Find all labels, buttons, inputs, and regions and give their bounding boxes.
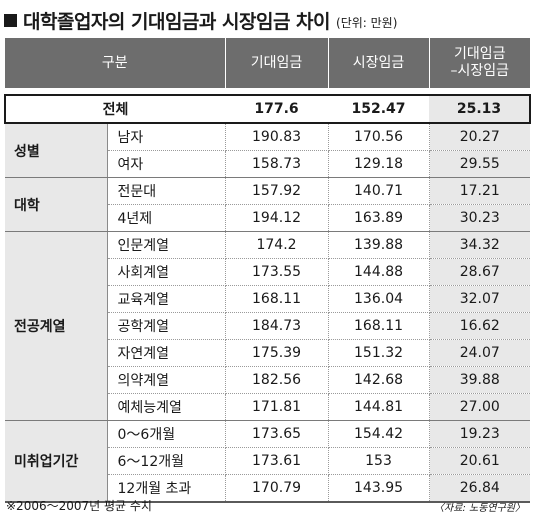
row-label: 공학계열 (107, 312, 226, 340)
wage-gap-cell: 39.88 (429, 366, 531, 394)
total-diff: 25.13 (429, 94, 532, 124)
total-row: 전체 177.6 152.47 25.13 (3, 94, 532, 124)
wage-gap-cell: 19.23 (429, 420, 531, 448)
total-market: 152.47 (328, 94, 430, 124)
row-label: 여자 (107, 150, 226, 178)
spacer-row (5, 88, 531, 95)
wage-table: 구분 기대임금 시장임금 기대임금 –시장임금 전체 177.6 152.47 … (3, 38, 532, 503)
table-row: 공학계열 184.73 168.11 16.62 (5, 312, 531, 340)
groups-body: 성별 남자 190.83 170.56 20.27 여자 158.73 129.18 29.55… (5, 123, 531, 503)
expected-wage-cell: 175.39 (225, 339, 329, 367)
table-row: 성별 남자 190.83 170.56 20.27 (5, 123, 531, 178)
source-note: 〈자료: 노동연구원〉 (434, 503, 525, 514)
group-label: 미취업기간 (5, 420, 108, 503)
expected-wage-cell: 157.92 (225, 177, 329, 205)
table-row: 미취업기간 0～6개월 173.65 154.42 19.23 (5, 420, 531, 503)
market-wage-cell: 154.42 (328, 420, 430, 448)
market-wage-cell: 151.32 (328, 339, 430, 367)
header-diff-line1: 기대임금 (454, 46, 506, 62)
row-label: 6～12개월 (107, 447, 226, 475)
wage-gap-cell: 16.62 (429, 312, 531, 340)
expected-wage-cell: 190.83 (225, 123, 329, 151)
row-label: 남자 (107, 123, 226, 151)
row-label: 0～6개월 (107, 420, 226, 448)
expected-wage-cell: 173.61 (225, 447, 329, 475)
table-row: 사회계열 173.55 144.88 28.67 (5, 258, 531, 286)
page-title: 대학졸업자의 기대임금과 시장임금 차이 (23, 10, 331, 33)
wage-gap-cell: 32.07 (429, 285, 531, 313)
row-label: 전문대 (107, 177, 226, 205)
row-label: 12개월 초과 (107, 474, 226, 503)
header-diff-line2: –시장임금 (450, 63, 510, 79)
wage-gap-cell: 26.84 (429, 474, 531, 503)
table-row: 대학 전문대 157.92 140.71 17.21 (5, 177, 531, 232)
wage-gap-cell: 20.27 (429, 123, 531, 151)
expected-wage-cell: 173.65 (225, 420, 329, 448)
row-label: 예체능계열 (107, 393, 226, 421)
market-wage-cell: 170.56 (328, 123, 430, 151)
row-label: 인문계열 (107, 231, 226, 259)
market-wage-cell: 129.18 (328, 150, 430, 178)
header-market: 시장임금 (327, 38, 430, 88)
market-wage-cell: 163.89 (328, 204, 430, 232)
header-diff: 기대임금 –시장임금 (428, 38, 531, 88)
expected-wage-cell: 170.79 (225, 474, 329, 503)
group-label: 전공계열 (5, 231, 108, 421)
unit-label: (단위: 만원) (336, 15, 398, 30)
expected-wage-cell: 158.73 (225, 150, 329, 178)
table-row: 교육계열 168.11 136.04 32.07 (5, 285, 531, 313)
expected-wage-cell: 194.12 (225, 204, 329, 232)
market-wage-cell: 140.71 (328, 177, 430, 205)
wage-gap-cell: 24.07 (429, 339, 531, 367)
square-bullet-icon (4, 13, 17, 27)
market-wage-cell: 142.68 (328, 366, 430, 394)
market-wage-cell: 136.04 (328, 285, 430, 313)
wage-gap-cell: 28.67 (429, 258, 531, 286)
title-row: 대학졸업자의 기대임금과 시장임금 차이 (단위: 만원) (4, 5, 397, 35)
wage-gap-cell: 17.21 (429, 177, 531, 205)
wage-gap-cell: 27.00 (429, 393, 531, 421)
table-row: 12개월 초과 170.79 143.95 26.84 (5, 474, 531, 503)
table-row: 전공계열 인문계열 174.2 139.88 34.32 (5, 231, 531, 421)
market-wage-cell: 143.95 (328, 474, 430, 503)
row-label: 교육계열 (107, 285, 226, 313)
expected-wage-cell: 168.11 (225, 285, 329, 313)
footnote: ※2006～2007년 평균 수치 (6, 499, 152, 513)
header-row: 구분 기대임금 시장임금 기대임금 –시장임금 (5, 38, 531, 88)
market-wage-cell: 153 (328, 447, 430, 475)
total-label: 전체 (3, 94, 226, 124)
row-label: 4년제 (107, 204, 226, 232)
table-row: 6～12개월 173.61 153 20.61 (5, 447, 531, 475)
row-label: 자연계열 (107, 339, 226, 367)
wage-gap-cell: 20.61 (429, 447, 531, 475)
expected-wage-cell: 171.81 (225, 393, 329, 421)
expected-wage-cell: 184.73 (225, 312, 329, 340)
market-wage-cell: 144.81 (328, 393, 430, 421)
market-wage-cell: 139.88 (328, 231, 430, 259)
expected-wage-cell: 182.56 (225, 366, 329, 394)
table-row: 자연계열 175.39 151.32 24.07 (5, 339, 531, 367)
table-row: 예체능계열 171.81 144.81 27.00 (5, 393, 531, 421)
group-label: 성별 (5, 123, 108, 178)
table-row: 여자 158.73 129.18 29.55 (5, 150, 531, 178)
header-category: 구분 (5, 38, 226, 88)
table-row: 4년제 194.12 163.89 30.23 (5, 204, 531, 232)
group-label: 대학 (5, 177, 108, 232)
market-wage-cell: 168.11 (328, 312, 430, 340)
expected-wage-cell: 174.2 (225, 231, 329, 259)
row-label: 의약계열 (107, 366, 226, 394)
row-label: 사회계열 (107, 258, 226, 286)
wage-gap-cell: 30.23 (429, 204, 531, 232)
table-row: 의약계열 182.56 142.68 39.88 (5, 366, 531, 394)
market-wage-cell: 144.88 (328, 258, 430, 286)
wage-gap-cell: 34.32 (429, 231, 531, 259)
header-expected: 기대임금 (224, 38, 329, 88)
expected-wage-cell: 173.55 (225, 258, 329, 286)
wage-gap-cell: 29.55 (429, 150, 531, 178)
total-expected: 177.6 (225, 94, 329, 124)
